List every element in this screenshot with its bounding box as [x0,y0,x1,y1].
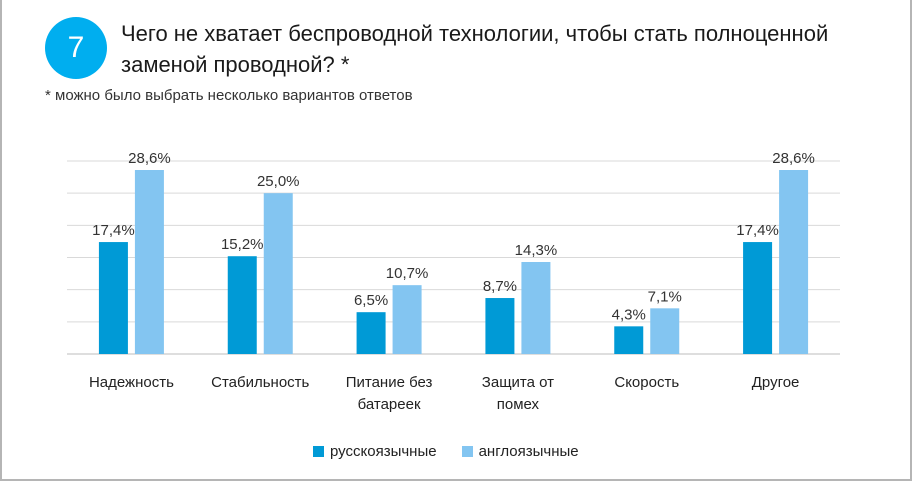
bar-russian [614,326,644,354]
question-title: Чего не хватает беспроводной технологии,… [121,21,829,77]
category-label: Другое [752,374,800,391]
bar-english [134,170,164,354]
data-label: 7,1% [648,288,682,305]
legend: русскоязычные англоязычные [313,443,579,460]
bar-russian [227,256,257,354]
bar-russian [356,312,386,354]
data-label: 14,3% [515,242,558,259]
data-label: 28,6% [772,150,815,167]
question-number-badge: 7 [45,17,107,79]
category-label: Надежность [89,374,174,391]
category-label: Питание без [346,374,433,391]
category-label: Защита от [482,374,554,391]
bar-english [650,308,680,354]
bar-russian [98,242,128,354]
legend-label-russian: русскоязычные [330,443,437,460]
category-label: помех [497,396,540,413]
data-label: 28,6% [128,150,171,167]
data-label: 10,7% [386,265,429,282]
category-label: Скорость [614,374,679,391]
category-label: Стабильность [211,374,309,391]
question-note: * можно было выбрать несколько вариантов… [45,87,413,104]
data-label: 6,5% [354,292,388,309]
bar-russian [743,242,773,354]
bar-english [779,170,809,354]
bar-english [392,285,422,354]
data-label: 8,7% [483,278,517,295]
legend-label-english: англоязычные [478,443,579,460]
legend-swatch-english [461,446,473,457]
bar-english [263,193,293,354]
legend-swatch-russian [313,446,324,457]
data-label: 15,2% [221,236,264,253]
bar-russian [485,298,515,354]
question-number: 7 [67,31,85,64]
bar-english [521,262,551,354]
data-label: 17,4% [92,222,135,239]
data-label: 4,3% [612,306,646,323]
data-label: 25,0% [257,173,300,190]
category-label: батареек [358,396,421,413]
data-label: 17,4% [736,222,779,239]
